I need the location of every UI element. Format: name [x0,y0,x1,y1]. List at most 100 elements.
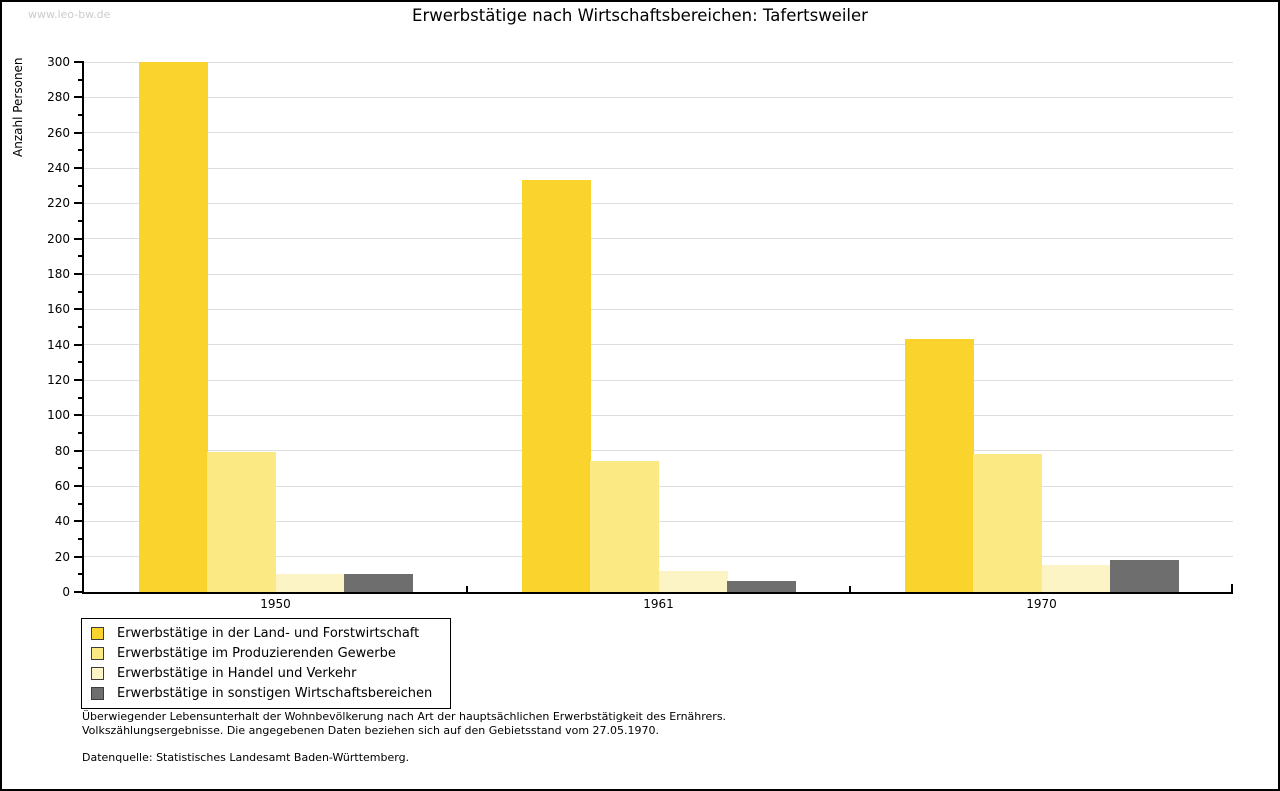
gridline [84,61,1233,63]
y-axis-tick [74,449,82,452]
bar-1950-series1 [139,62,208,592]
gridline [84,167,1233,169]
legend: Erwerbstätige in der Land- und Forstwirt… [81,618,451,709]
y-axis-tick-label: 40 [54,514,70,529]
y-axis-minor-tick [78,502,82,505]
gridline [84,344,1233,346]
y-axis-minor-tick [78,432,82,434]
y-axis-tick [74,591,82,593]
y-axis-tick [74,273,82,275]
y-axis-tick-label: 140 [47,337,70,352]
footnote-line-1: Überwiegender Lebensunterhalt der Wohnbe… [82,710,727,723]
x-axis-line [82,592,1233,594]
gridline [84,132,1233,134]
x-axis-label-1970: 1970 [1026,597,1057,611]
y-axis-tick-label: 300 [47,55,70,69]
legend-item: Erwerbstätige in Handel und Verkehr [82,663,450,683]
gridline [84,414,1233,416]
y-axis-tick-label: 280 [47,90,70,105]
y-axis-tick-label: 260 [47,125,70,140]
gridline [84,273,1233,275]
bar-1950-series2 [207,452,276,592]
bar-1950-series4 [344,574,413,592]
y-axis-minor-tick [78,290,82,293]
y-axis-minor-tick [78,467,82,470]
bar-1961-series1 [522,180,591,592]
footnotes: Überwiegender Lebensunterhalt der Wohnbe… [82,710,726,765]
footnote-source: Datenquelle: Statistisches Landesamt Bad… [82,751,410,764]
legend-label: Erwerbstätige im Produzierenden Gewerbe [117,645,396,661]
y-axis-tick [74,167,82,169]
y-axis-tick-label: 160 [47,302,70,317]
y-axis-minor-tick [78,149,82,152]
y-axis-tick [74,555,82,558]
y-axis-tick [74,414,82,417]
gridline [84,379,1233,381]
y-axis-tick-label: 240 [47,161,70,175]
y-axis-tick-label: 0 [62,585,70,599]
bar-1970-series4 [1110,560,1179,592]
bar-1950-series3 [276,574,345,592]
y-axis-tick-label: 200 [47,231,70,246]
legend-swatch [91,686,104,700]
y-axis-tick [74,485,82,487]
y-axis-tick-label: 20 [54,549,70,564]
gridline [84,308,1233,310]
y-axis-minor-tick [78,184,82,187]
y-axis-minor-tick [78,361,82,364]
y-axis-tick-label: 120 [47,373,70,387]
bar-1961-series3 [659,571,728,592]
x-axis-end-tick [1231,584,1233,592]
y-axis-minor-tick [78,114,82,116]
legend-item: Erwerbstätige in sonstigen Wirtschaftsbe… [82,683,450,703]
x-axis-tick [466,586,468,592]
y-axis-minor-tick [78,220,82,222]
y-axis-tick-label: 220 [47,196,70,211]
bar-1961-series2 [590,461,659,592]
gridline [84,450,1233,452]
bar-1970-series3 [1042,565,1111,592]
y-axis-tick [74,237,82,240]
legend-item: Erwerbstätige in der Land- und Forstwirt… [82,623,450,643]
legend-label: Erwerbstätige in sonstigen Wirtschaftsbe… [117,685,433,701]
gridline [84,238,1233,240]
bar-1970-series1 [905,339,974,592]
gridline [84,96,1233,98]
x-axis-tick [849,586,851,592]
y-axis-tick-label: 60 [54,479,70,493]
legend-label: Erwerbstätige in der Land- und Forstwirt… [117,625,420,641]
y-axis-tick-label: 100 [47,408,70,423]
legend-swatch [91,646,104,660]
legend-label: Erwerbstätige in Handel und Verkehr [117,665,357,681]
x-axis-label-1950: 1950 [260,597,291,611]
legend-swatch [91,666,104,680]
y-axis-minor-tick [78,538,82,540]
y-axis-tick [74,379,82,381]
watermark: www.leo-bw.de [28,8,111,21]
y-axis-tick [74,343,82,346]
bar-1961-series4 [727,581,796,592]
gridline [84,202,1233,204]
legend-item: Erwerbstätige im Produzierenden Gewerbe [82,643,450,663]
legend-swatch [91,626,104,640]
y-axis-minor-tick [78,396,82,399]
y-axis-tick [74,131,82,134]
bar-1970-series2 [973,454,1042,592]
x-axis-label-1961: 1961 [643,597,674,611]
y-axis-line [82,61,84,594]
y-axis-tick-label: 180 [47,267,70,281]
y-axis-tick [74,202,82,205]
y-axis-minor-tick [78,326,82,328]
y-axis-tick-label: 80 [54,443,70,458]
footnote-line-2: Volkszählungsergebnisse. Die angegebenen… [82,723,660,737]
y-axis-minor-tick [78,78,82,81]
chart-title: Erwerbstätige nach Wirtschaftsbereichen:… [412,6,868,25]
y-axis-tick [74,308,82,311]
y-axis-minor-tick [78,255,82,258]
y-axis-minor-tick [78,573,82,576]
y-axis-tick [74,61,82,63]
y-axis-tick [74,520,82,523]
y-axis-tick [74,96,82,99]
